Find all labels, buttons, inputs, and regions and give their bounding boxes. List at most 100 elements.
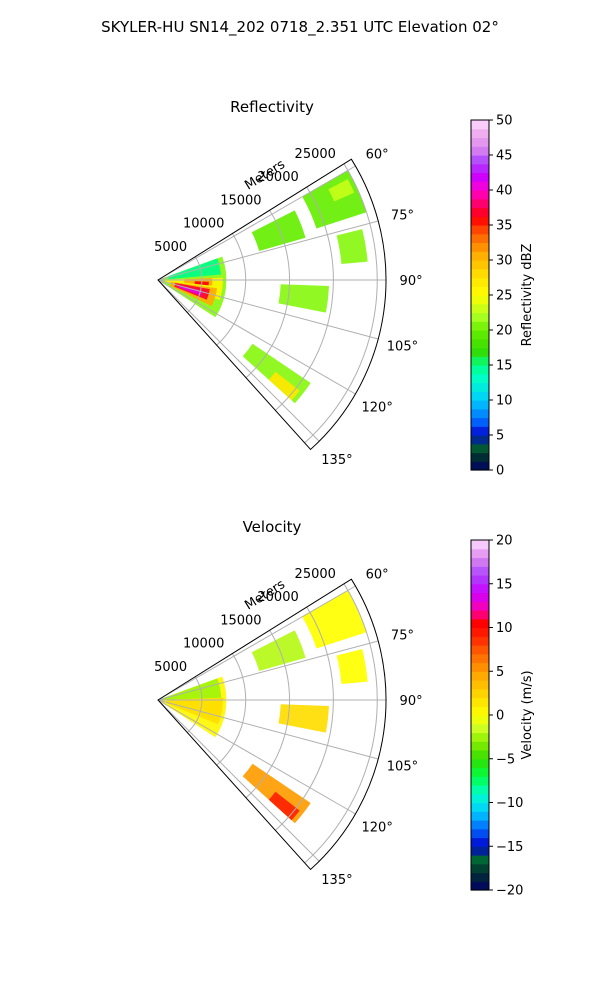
reflectivity-colorbar-tick-label: 10	[496, 394, 513, 409]
velocity-colorbar-segment	[471, 706, 489, 716]
velocity-grid-spoke-1	[157, 640, 379, 701]
velocity-colorbar-segment	[471, 688, 489, 699]
velocity-colorbar-tick-label: 20	[496, 534, 513, 549]
reflectivity-data-region-13	[278, 284, 329, 313]
reflectivity-data-regions	[158, 170, 368, 404]
reflectivity-colorbar-tick-label: 30	[496, 254, 513, 269]
reflectivity-radial-tick-label: 5000	[154, 240, 187, 255]
velocity-colorbar-tick-label: −20	[496, 884, 523, 899]
reflectivity-colorbar-segment	[471, 347, 489, 357]
velocity-grid-spoke-3	[157, 699, 379, 760]
velocity-colorbar-segment	[471, 741, 489, 751]
velocity-angle-tick-label: 135°	[321, 873, 352, 888]
velocity-grid-spoke-5	[157, 699, 320, 862]
reflectivity-grid-spoke-3	[157, 279, 379, 340]
reflectivity-colorbar-segment	[471, 225, 489, 235]
reflectivity-colorbar-segment	[471, 312, 489, 322]
velocity-angle-tick-label: 105°	[387, 760, 418, 775]
reflectivity-colorbar-segment	[471, 321, 489, 331]
reflectivity-data-region-14	[336, 229, 368, 264]
reflectivity-colorbar-segment	[471, 155, 489, 165]
velocity-colorbar-segment	[471, 636, 489, 646]
reflectivity-colorbar-segment	[471, 295, 489, 305]
velocity-colorbar-segment	[471, 662, 489, 672]
velocity-grid-spoke-0	[157, 585, 356, 701]
velocity-angle-tick-label: 75°	[391, 628, 414, 643]
velocity-colorbar-segment	[471, 566, 489, 576]
reflectivity-colorbar-segment	[471, 268, 489, 279]
velocity-colorbar-segment	[471, 776, 489, 786]
reflectivity-angle-tick-label: 120°	[362, 401, 393, 416]
velocity-colorbar-segment	[471, 645, 489, 655]
figure-suptitle: SKYLER-HU SN14_202 0718_2.351 UTC Elevat…	[101, 18, 499, 37]
reflectivity-colorbar-segment	[471, 137, 489, 147]
reflectivity-colorbar-segment	[471, 277, 489, 287]
velocity-colorbar-segment	[471, 592, 489, 602]
velocity-angle-tick-label: 120°	[362, 821, 393, 836]
reflectivity-radial-tick-label: 15000	[220, 193, 261, 208]
velocity-data-regions	[158, 590, 368, 824]
velocity-panel: Velocity500010000150002000025000Meters60…	[154, 518, 535, 899]
reflectivity-grid-spoke-1	[157, 220, 379, 281]
reflectivity-colorbar-segment	[471, 391, 489, 401]
reflectivity-colorbar-segment	[471, 417, 489, 427]
reflectivity-radial-tick-label: 10000	[183, 217, 224, 232]
velocity-colorbar-segment	[471, 732, 489, 742]
reflectivity-angle-tick-label: 90°	[400, 274, 423, 289]
reflectivity-colorbar-segment	[471, 163, 489, 174]
velocity-data-region-4	[251, 630, 306, 671]
velocity-colorbar-segment	[471, 872, 489, 882]
velocity-colorbar-segment	[471, 846, 489, 856]
velocity-data-region-2	[166, 697, 223, 725]
velocity-grid-arc-3	[275, 606, 334, 831]
velocity-grid-arc-4	[304, 583, 378, 864]
reflectivity-grid-arc-2	[245, 210, 291, 379]
reflectivity-colorbar-segment	[471, 408, 489, 419]
velocity-colorbar-segment	[471, 575, 489, 585]
velocity-colorbar-segment	[471, 828, 489, 839]
velocity-grid-arc-2	[245, 630, 291, 799]
velocity-colorbar-segment	[471, 583, 489, 594]
velocity-colorbar-segment	[471, 653, 489, 664]
reflectivity-colorbar: 0 5 10 15 20 25 30 35 40 45 50 Reflectivity dBZ	[470, 114, 535, 479]
velocity-colorbar-segment	[471, 697, 489, 707]
reflectivity-colorbar-segment	[471, 128, 489, 139]
velocity-radial-tick-label: 5000	[154, 660, 187, 675]
reflectivity-colorbar-tick-label: 35	[496, 219, 513, 234]
velocity-axes-frame	[157, 578, 387, 871]
reflectivity-colorbar-segment	[471, 181, 489, 191]
reflectivity-colorbar-segment	[471, 382, 489, 392]
reflectivity-grid-spoke-0	[157, 165, 356, 281]
reflectivity-colorbar-segment	[471, 146, 489, 156]
reflectivity-grid-arc-0	[187, 256, 203, 313]
velocity-colorbar-tick-label: 10	[496, 621, 513, 636]
velocity-colorbar-tick-label: −15	[496, 840, 523, 855]
reflectivity-colorbar-segment	[471, 435, 489, 445]
reflectivity-data-region-9	[328, 179, 355, 202]
reflectivity-colorbar-tick-label: 50	[496, 114, 513, 129]
velocity-colorbar-segment	[471, 767, 489, 777]
reflectivity-title: Reflectivity	[230, 98, 314, 116]
reflectivity-colorbar-segment	[471, 286, 489, 296]
velocity-colorbar-segment	[471, 627, 489, 637]
velocity-grid-arc-1	[216, 653, 247, 766]
reflectivity-colorbar-segment	[471, 207, 489, 217]
reflectivity-colorbar-segment	[471, 373, 489, 384]
reflectivity-colorbar-segment	[471, 120, 489, 130]
velocity-colorbar-segment	[471, 793, 489, 804]
velocity-colorbar-tick-label: 5	[496, 665, 504, 680]
velocity-colorbar-segment	[471, 820, 489, 830]
reflectivity-axes-frame	[157, 158, 387, 451]
velocity-colorbar-segment	[471, 837, 489, 847]
velocity-colorbar-segment	[471, 557, 489, 567]
velocity-colorbar-segment	[471, 802, 489, 812]
reflectivity-colorbar-segment	[471, 303, 489, 314]
reflectivity-angle-tick-label: 105°	[387, 340, 418, 355]
velocity-colorbar-segment	[471, 680, 489, 690]
velocity-data-region-1	[158, 678, 222, 700]
velocity-grid-arc-0	[187, 676, 203, 733]
reflectivity-colorbar-segment	[471, 198, 489, 209]
velocity-colorbar-label: Velocity (m/s)	[520, 670, 535, 759]
reflectivity-colorbar-tick-label: 5	[496, 429, 504, 444]
